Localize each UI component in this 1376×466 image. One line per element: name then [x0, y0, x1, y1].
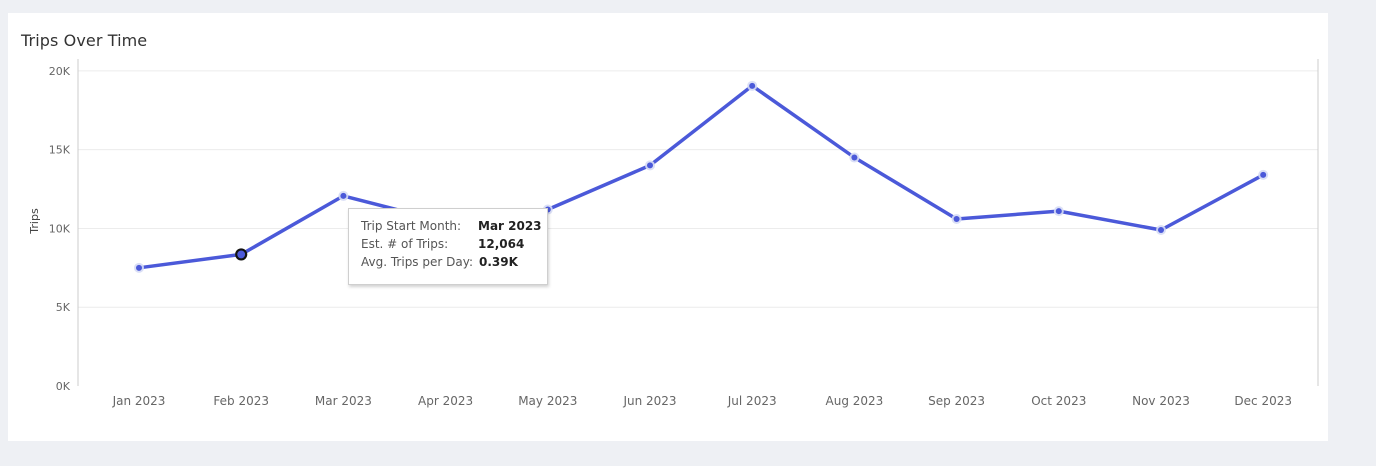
x-tick-label: Nov 2023 [1132, 394, 1190, 408]
x-tick-label: Jul 2023 [727, 394, 777, 408]
y-axis-label: Trips [28, 208, 41, 235]
data-point[interactable] [340, 192, 347, 199]
axes [77, 59, 1319, 386]
x-tick-label: Jan 2023 [112, 394, 166, 408]
tooltip-label: Est. # of Trips: [361, 237, 449, 251]
data-point[interactable] [749, 82, 756, 89]
tooltip-label: Avg. Trips per Day: [361, 255, 473, 269]
y-tick-label: 15K [49, 144, 71, 157]
y-tick-label: 0K [56, 380, 71, 393]
data-point[interactable] [953, 215, 960, 222]
y-tick-label: 5K [56, 301, 71, 314]
data-point[interactable] [1055, 208, 1062, 215]
x-tick-label: Mar 2023 [315, 394, 372, 408]
x-tick-label: Oct 2023 [1031, 394, 1086, 408]
x-tick-label: Jun 2023 [622, 394, 676, 408]
tooltip-value: 0.39K [478, 255, 518, 269]
tooltip-row: Est. # of Trips: 12,064 [361, 235, 547, 253]
data-point[interactable] [136, 264, 142, 271]
data-points[interactable] [134, 80, 1269, 273]
y-axis-ticks: 0K 5K 10K 15K 20K [49, 65, 71, 393]
chart-card: Trips Over Time 0K 5K 10K 15K 20K Jan 2023 Fe… [8, 13, 1328, 441]
tooltip-value: Mar 2023 [478, 219, 542, 233]
data-point[interactable] [647, 162, 653, 169]
x-tick-label: Aug 2023 [826, 394, 884, 408]
data-point[interactable] [1260, 171, 1267, 178]
series-line [137, 84, 1265, 270]
x-axis-ticks: Jan 2023 Feb 2023 Mar 2023 Apr 2023 May 2023… [112, 394, 1292, 408]
data-point-selected[interactable] [235, 248, 248, 261]
tooltip-row: Trip Start Month: Mar 2023 [361, 217, 547, 235]
y-tick-label: 10K [49, 222, 71, 235]
tooltip-label: Trip Start Month: [361, 219, 462, 233]
chart-title: Trips Over Time [21, 31, 148, 50]
series-trips [137, 84, 1265, 270]
trips-line-chart: 0K 5K 10K 15K 20K Jan 2023 Feb 2023 Mar 2023 Ap… [28, 59, 1319, 408]
point-tooltip: Trip Start Month: Mar 2023 Est. # of Tri… [348, 208, 548, 285]
tooltip-row: Avg. Trips per Day: 0.39K [361, 253, 547, 271]
x-tick-label: Dec 2023 [1234, 394, 1292, 408]
data-point[interactable] [1158, 227, 1164, 234]
data-point[interactable] [851, 154, 858, 161]
gridlines [78, 70, 1318, 308]
x-tick-label: Feb 2023 [213, 394, 269, 408]
y-tick-label: 20K [49, 65, 71, 78]
x-tick-label: May 2023 [518, 394, 577, 408]
x-tick-label: Sep 2023 [928, 394, 985, 408]
x-tick-label: Apr 2023 [418, 394, 473, 408]
tooltip-value: 12,064 [478, 237, 525, 251]
